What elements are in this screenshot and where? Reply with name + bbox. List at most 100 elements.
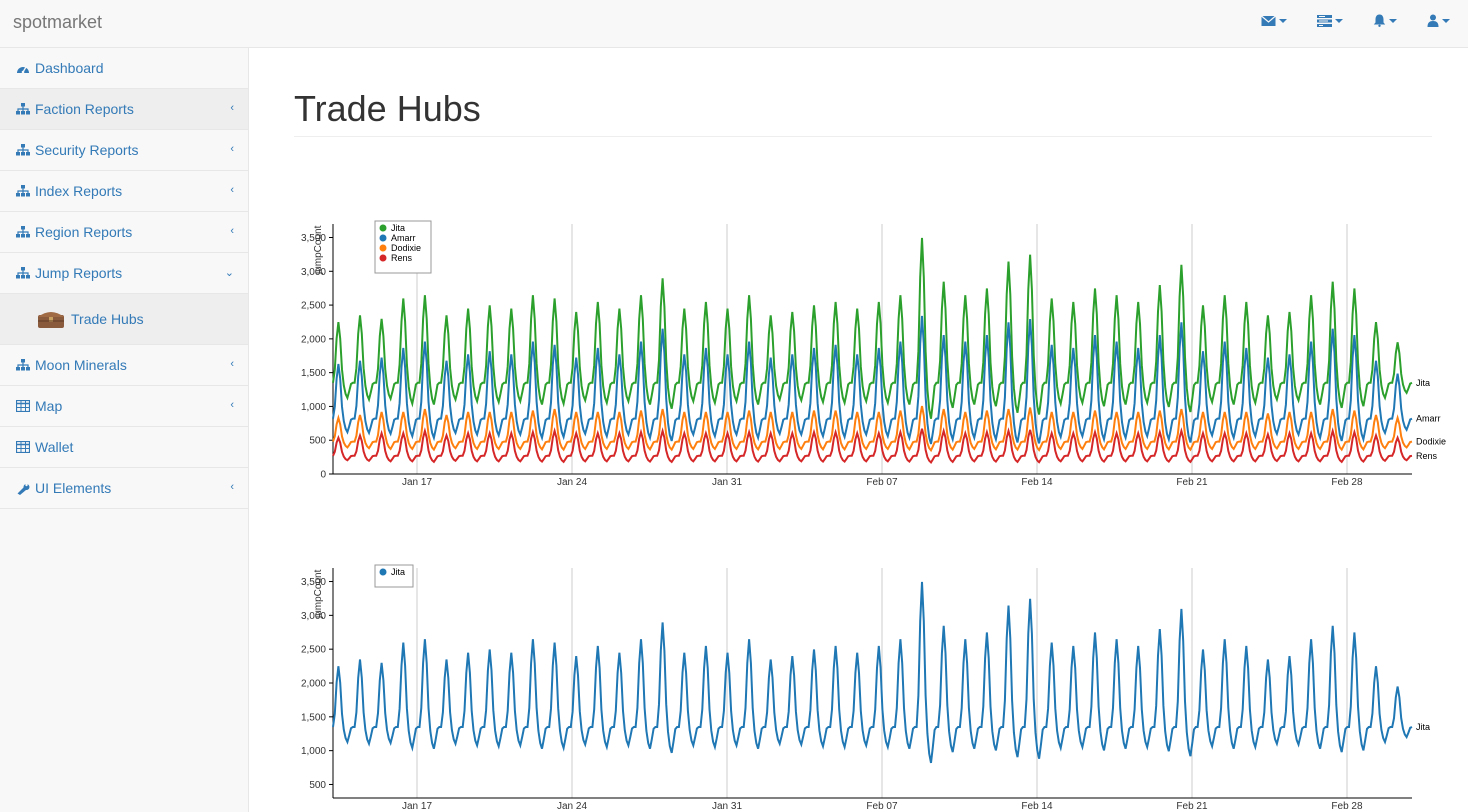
chevron-left-icon: ‹ [230, 102, 234, 114]
sidebar-item-dashboard[interactable]: Dashboard [0, 48, 248, 89]
top-navbar: spotmarket [0, 0, 1468, 48]
x-tick-label: Jan 17 [402, 477, 432, 486]
series-end-label: Amarr [1416, 414, 1441, 424]
sidebar-item-label: Wallet [35, 439, 74, 455]
legend-item-jita[interactable]: Jita [391, 223, 405, 233]
x-tick-label: Feb 28 [1331, 477, 1363, 486]
chevron-down-icon [1442, 18, 1450, 23]
sitemap-icon [16, 266, 30, 280]
x-tick-label: Jan 31 [712, 477, 742, 486]
sidebar-item-index-reports[interactable]: Index Reports ‹ [0, 171, 248, 212]
x-tick-label: Feb 07 [866, 477, 898, 486]
chevron-left-icon: ‹ [230, 143, 234, 155]
x-tick-label: Feb 28 [1331, 801, 1363, 810]
y-axis-label: jumpCount [313, 569, 324, 619]
sidebar-item-label: Moon Minerals [35, 357, 127, 373]
wrench-icon [16, 481, 30, 495]
sidebar-item-region-reports[interactable]: Region Reports ‹ [0, 212, 248, 253]
legend-swatch [379, 244, 387, 252]
envelope-icon [1261, 15, 1276, 26]
chart-all-hubs: Jan 17 Jan 24 Jan 31 Feb 07 Feb 14 Feb 21 Feb … [301, 220, 1446, 486]
page-title: Trade Hubs [294, 88, 481, 129]
table-icon [16, 399, 30, 413]
y-tick-label: 500 [309, 436, 326, 447]
table-icon [16, 440, 30, 454]
x-tick-label: Feb 21 [1176, 801, 1208, 810]
sidebar-item-map[interactable]: Map ‹ [0, 386, 248, 427]
chest-icon [37, 309, 65, 329]
legend-swatch [379, 234, 387, 242]
sidebar-item-security-reports[interactable]: Security Reports ‹ [0, 130, 248, 171]
y-tick-label: 3,500 [301, 577, 326, 588]
y-tick-label: 1,000 [301, 402, 326, 413]
title-divider [294, 136, 1432, 137]
y-tick-label: 2,500 [301, 301, 326, 312]
x-tick-label: Feb 14 [1021, 477, 1053, 486]
main-content: Trade Hubs Jan 17 Jan 24 Jan 31 Feb 07 Feb 1… [249, 48, 1468, 812]
sidebar-item-faction-reports[interactable]: Faction Reports ‹ [0, 89, 248, 130]
y-tick-label: 500 [309, 780, 326, 791]
chevron-left-icon: ‹ [230, 358, 234, 370]
chevron-left-icon: ‹ [230, 399, 234, 411]
y-tick-label: 1,500 [301, 368, 326, 379]
sidebar-subitem-label: Trade Hubs [71, 311, 144, 327]
sitemap-icon [16, 225, 30, 239]
series-end-label: Jita [1416, 722, 1430, 732]
sitemap-icon [16, 143, 30, 157]
legend-swatch [379, 254, 387, 262]
series-end-label: Rens [1416, 451, 1438, 461]
user-icon [1427, 14, 1439, 27]
x-tick-label: Feb 14 [1021, 801, 1053, 810]
messages-dropdown[interactable] [1261, 14, 1287, 27]
sidebar-item-label: Faction Reports [35, 101, 134, 117]
y-tick-label: 2,500 [301, 645, 326, 656]
series-line-jita [332, 237, 1413, 419]
y-axis-label: jumpCount [313, 225, 324, 275]
top-nav-icons [1261, 14, 1450, 27]
chevron-down-icon [1335, 18, 1343, 23]
brand-logo[interactable]: spotmarket [13, 12, 103, 32]
sidebar-item-label: Jump Reports [35, 265, 123, 281]
legend-swatch [379, 224, 387, 232]
x-tick-label: Jan 31 [712, 801, 742, 810]
legend-item-dodixie[interactable]: Dodixie [391, 243, 421, 253]
user-dropdown[interactable] [1427, 14, 1450, 27]
alerts-dropdown[interactable] [1373, 14, 1397, 27]
legend-item-jita[interactable]: Jita [391, 567, 405, 577]
tasks-dropdown[interactable] [1317, 14, 1343, 27]
chevron-left-icon: ‹ [230, 225, 234, 237]
chevron-left-icon: ‹ [230, 481, 234, 493]
chart-jita: Jan 17 Jan 24 Jan 31 Feb 07 Feb 14 Feb 21 Feb … [301, 564, 1430, 810]
x-tick-label: Jan 24 [557, 477, 587, 486]
sidebar-item-jump-reports[interactable]: Jump Reports ⌄ [0, 253, 248, 294]
y-tick-label: 3,000 [301, 267, 326, 278]
series-line-jita [332, 581, 1413, 764]
chevron-down-icon [1389, 18, 1397, 23]
chevron-left-icon: ‹ [230, 184, 234, 196]
series-line-rens [332, 427, 1413, 464]
series-line-dodixie [332, 405, 1413, 453]
series-end-label: Dodixie [1416, 437, 1446, 447]
sitemap-icon [16, 358, 30, 372]
y-tick-label: 2,000 [301, 679, 326, 690]
sidebar-item-label: Region Reports [35, 224, 133, 240]
chevron-down-icon: ⌄ [224, 267, 234, 279]
y-tick-label: 1,000 [301, 746, 326, 757]
sidebar-subitem-trade-hubs[interactable]: Trade Hubs [0, 294, 248, 345]
sidebar-item-moon-minerals[interactable]: Moon Minerals ‹ [0, 345, 248, 386]
y-tick-label: 1,500 [301, 712, 326, 723]
legend-item-rens[interactable]: Rens [391, 253, 413, 263]
sidebar-item-label: Dashboard [35, 60, 104, 76]
chevron-down-icon [1279, 18, 1287, 23]
x-tick-label: Feb 21 [1176, 477, 1208, 486]
y-tick-label: 2,000 [301, 334, 326, 345]
sidebar-item-wallet[interactable]: Wallet [0, 427, 248, 468]
sitemap-icon [16, 102, 30, 116]
y-tick-label: 0 [320, 470, 326, 481]
sidebar-item-label: UI Elements [35, 480, 112, 496]
x-tick-label: Jan 24 [557, 801, 587, 810]
legend-item-amarr[interactable]: Amarr [391, 233, 416, 243]
sidebar-item-label: Index Reports [35, 183, 123, 199]
sidebar-item-ui-elements[interactable]: UI Elements ‹ [0, 468, 248, 509]
sidebar-item-label: Map [35, 398, 63, 414]
